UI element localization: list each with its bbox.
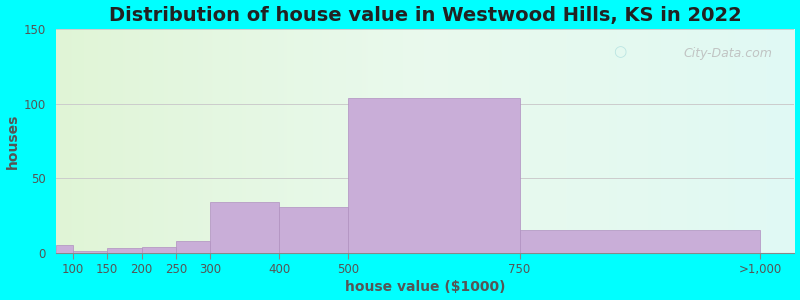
X-axis label: house value ($1000): house value ($1000)	[345, 280, 506, 294]
Bar	[176, 241, 210, 253]
Bar	[56, 245, 73, 253]
Bar	[279, 207, 348, 253]
Text: City-Data.com: City-Data.com	[683, 47, 772, 60]
Bar	[142, 247, 176, 253]
Title: Distribution of house value in Westwood Hills, KS in 2022: Distribution of house value in Westwood …	[109, 6, 742, 25]
Bar	[348, 98, 519, 253]
Y-axis label: houses: houses	[6, 113, 19, 169]
Bar	[107, 248, 142, 253]
Bar	[210, 202, 279, 253]
Bar	[73, 251, 107, 253]
Bar	[519, 230, 760, 253]
Text: ○: ○	[614, 45, 626, 60]
